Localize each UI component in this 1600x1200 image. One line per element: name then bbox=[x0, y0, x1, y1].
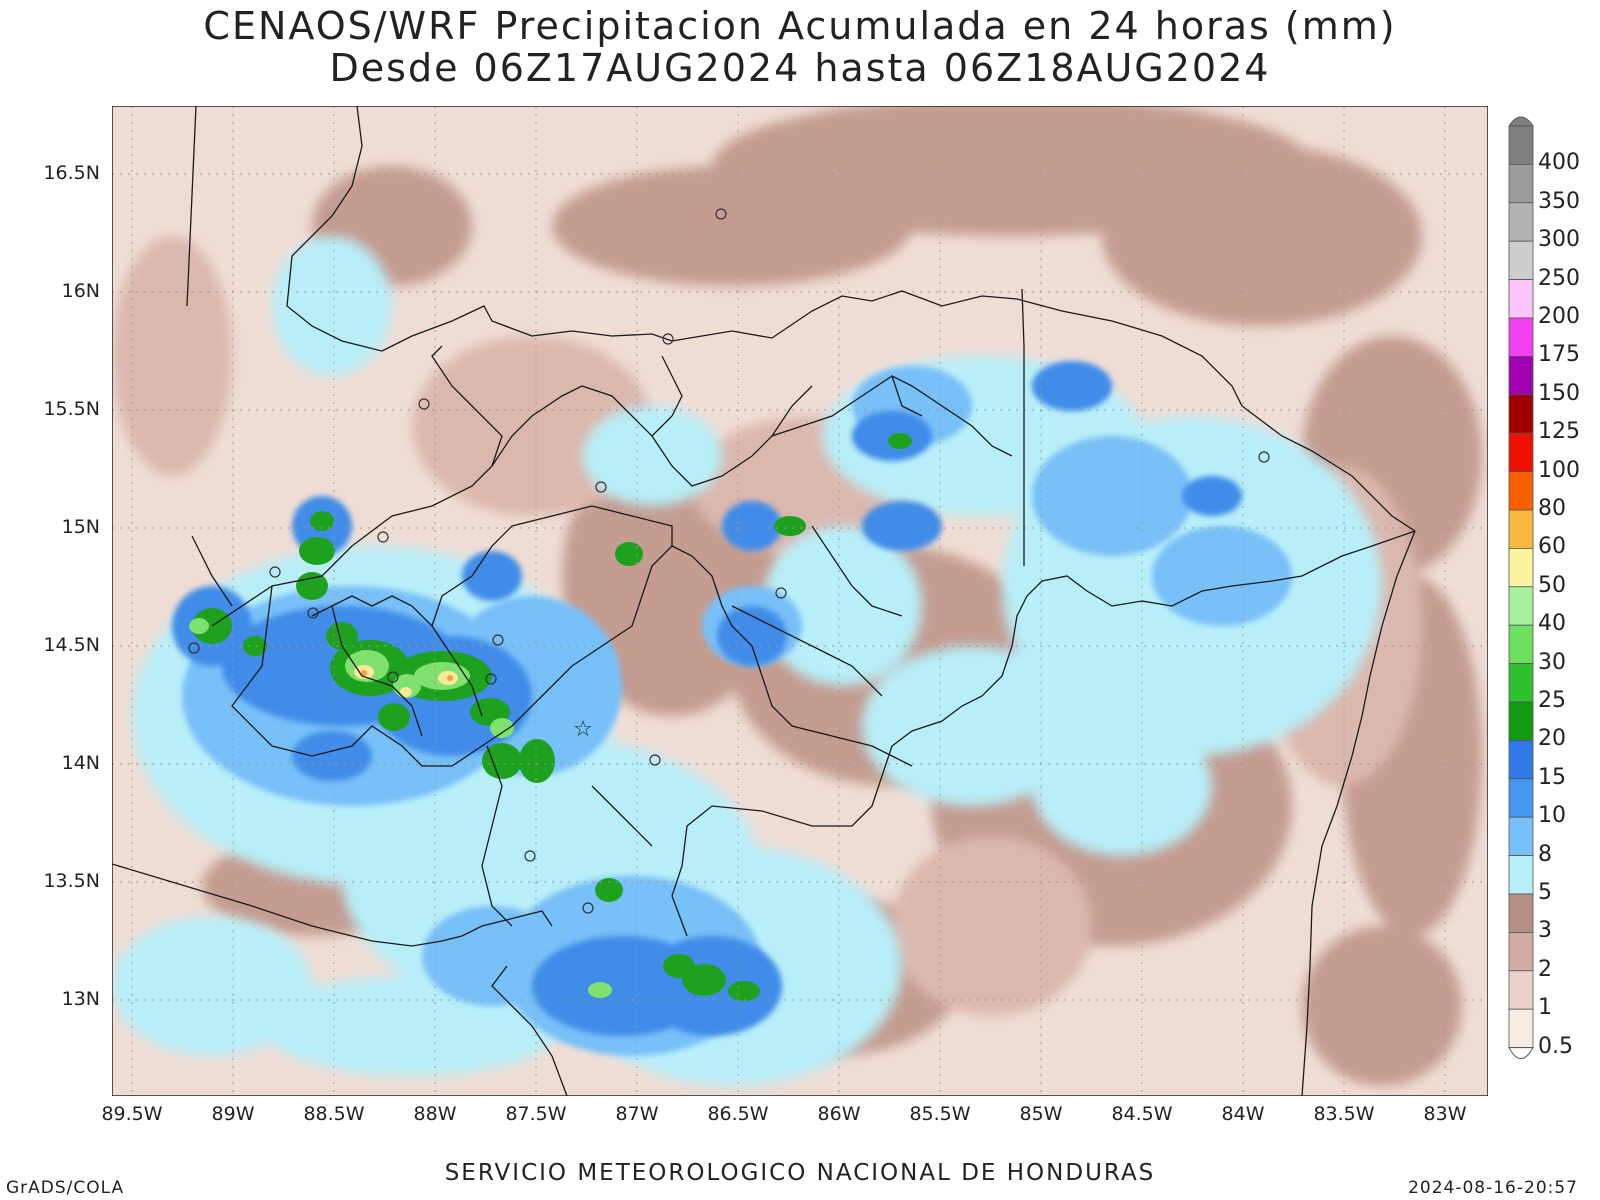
lat-label: 16.5N bbox=[43, 162, 100, 184]
colorbar-swatch bbox=[1508, 547, 1534, 588]
colorbar-swatch bbox=[1508, 893, 1534, 933]
lat-label: 15.5N bbox=[43, 398, 100, 420]
lat-label: 15N bbox=[61, 516, 100, 538]
colorbar-label: 50 bbox=[1538, 572, 1566, 598]
lon-label: 86.5W bbox=[707, 1103, 769, 1125]
lon-label: 85W bbox=[1019, 1103, 1063, 1125]
colorbar-label: 400 bbox=[1538, 150, 1580, 176]
colorbar-label: 15 bbox=[1538, 764, 1566, 790]
lat-label: 14.5N bbox=[43, 634, 100, 656]
precipitation-map: ☆ bbox=[112, 106, 1488, 1096]
colorbar-label: 175 bbox=[1538, 342, 1580, 368]
colorbar-swatch bbox=[1508, 816, 1534, 857]
colorbar-swatch bbox=[1508, 701, 1534, 741]
colorbar-swatch bbox=[1508, 471, 1534, 511]
colorbar-label: 350 bbox=[1538, 188, 1580, 214]
map-title: CENAOS/WRF Precipitacion Acumulada en 24… bbox=[203, 4, 1397, 48]
footer-agency: SERVICIO METEOROLOGICO NACIONAL DE HONDU… bbox=[444, 1160, 1156, 1186]
city-markers bbox=[188, 208, 1270, 914]
lat-label: 13N bbox=[61, 988, 100, 1010]
colorbar-label: 10 bbox=[1538, 803, 1566, 829]
colorbar-label: 80 bbox=[1538, 496, 1566, 521]
colorbar-swatch bbox=[1508, 240, 1534, 280]
colorbar-label: 5 bbox=[1538, 880, 1552, 905]
colorbar-label: 1 bbox=[1538, 995, 1552, 1021]
colorbar-cap-top bbox=[1508, 116, 1534, 127]
colorbar-swatch bbox=[1508, 778, 1534, 818]
coastlines-borders bbox=[112, 106, 1416, 1096]
colorbar-label: 200 bbox=[1538, 304, 1580, 329]
colorbar-swatch bbox=[1508, 586, 1534, 626]
colorbar-swatch bbox=[1508, 355, 1534, 396]
lat-label: 13.5N bbox=[43, 870, 100, 892]
colorbar-label: 250 bbox=[1538, 265, 1580, 291]
colorbar-swatch bbox=[1508, 932, 1534, 972]
colorbar-swatch bbox=[1508, 509, 1534, 549]
lon-label: 88W bbox=[413, 1103, 457, 1125]
colorbar-label: 30 bbox=[1538, 649, 1566, 675]
colorbar-swatch bbox=[1508, 125, 1534, 165]
colorbar-swatch bbox=[1508, 394, 1534, 434]
colorbar-label: 25 bbox=[1538, 688, 1566, 713]
colorbar-swatch bbox=[1508, 624, 1534, 665]
lon-label: 87W bbox=[615, 1103, 659, 1125]
map-subtitle: Desde 06Z17AUG2024 hasta 06Z18AUG2024 bbox=[329, 46, 1271, 90]
colorbar bbox=[1508, 116, 1534, 1060]
colorbar-swatch bbox=[1508, 202, 1534, 242]
colorbar-label: 100 bbox=[1538, 457, 1580, 483]
lon-label: 89.5W bbox=[101, 1103, 163, 1125]
lon-label: 85.5W bbox=[909, 1103, 971, 1125]
lon-label: 83.5W bbox=[1313, 1103, 1375, 1125]
lat-label: 14N bbox=[61, 752, 100, 774]
colorbar-label: 60 bbox=[1538, 534, 1566, 560]
colorbar-label: 40 bbox=[1538, 611, 1566, 637]
lat-label: 16N bbox=[61, 280, 100, 302]
colorbar-swatch bbox=[1508, 855, 1534, 895]
colorbar-label: 3 bbox=[1538, 918, 1552, 944]
lon-label: 83W bbox=[1423, 1103, 1467, 1125]
colorbar-swatch bbox=[1508, 317, 1534, 357]
lon-label: 84.5W bbox=[1111, 1103, 1173, 1125]
colorbar-swatch bbox=[1508, 970, 1534, 1010]
graticule bbox=[112, 106, 1488, 1096]
lon-label: 86W bbox=[817, 1103, 861, 1125]
colorbar-swatch bbox=[1508, 1008, 1534, 1049]
colorbar-label: 150 bbox=[1538, 380, 1580, 406]
colorbar-label: 2 bbox=[1538, 956, 1552, 982]
lon-label: 89W bbox=[211, 1103, 255, 1125]
colorbar-swatch bbox=[1508, 663, 1534, 703]
precip-field bbox=[112, 106, 1482, 1086]
lon-label: 84W bbox=[1221, 1103, 1265, 1125]
colorbar-label: 125 bbox=[1538, 419, 1580, 445]
capital-star-icon: ☆ bbox=[573, 717, 593, 742]
colorbar-swatch bbox=[1508, 164, 1534, 204]
lon-label: 87.5W bbox=[505, 1103, 567, 1125]
colorbar-cap-bottom bbox=[1508, 1047, 1534, 1060]
footer-timestamp: 2024-08-16-20:57 bbox=[1408, 1178, 1578, 1198]
colorbar-swatch bbox=[1508, 432, 1534, 473]
footer-software: GrADS/COLA bbox=[6, 1178, 125, 1198]
colorbar-label: 300 bbox=[1538, 227, 1580, 253]
colorbar-swatch bbox=[1508, 740, 1534, 780]
colorbar-label: 8 bbox=[1538, 841, 1552, 867]
lon-label: 88.5W bbox=[303, 1103, 365, 1125]
colorbar-swatch bbox=[1508, 279, 1534, 319]
colorbar-label: 0.5 bbox=[1538, 1033, 1573, 1059]
colorbar-label: 20 bbox=[1538, 726, 1566, 752]
